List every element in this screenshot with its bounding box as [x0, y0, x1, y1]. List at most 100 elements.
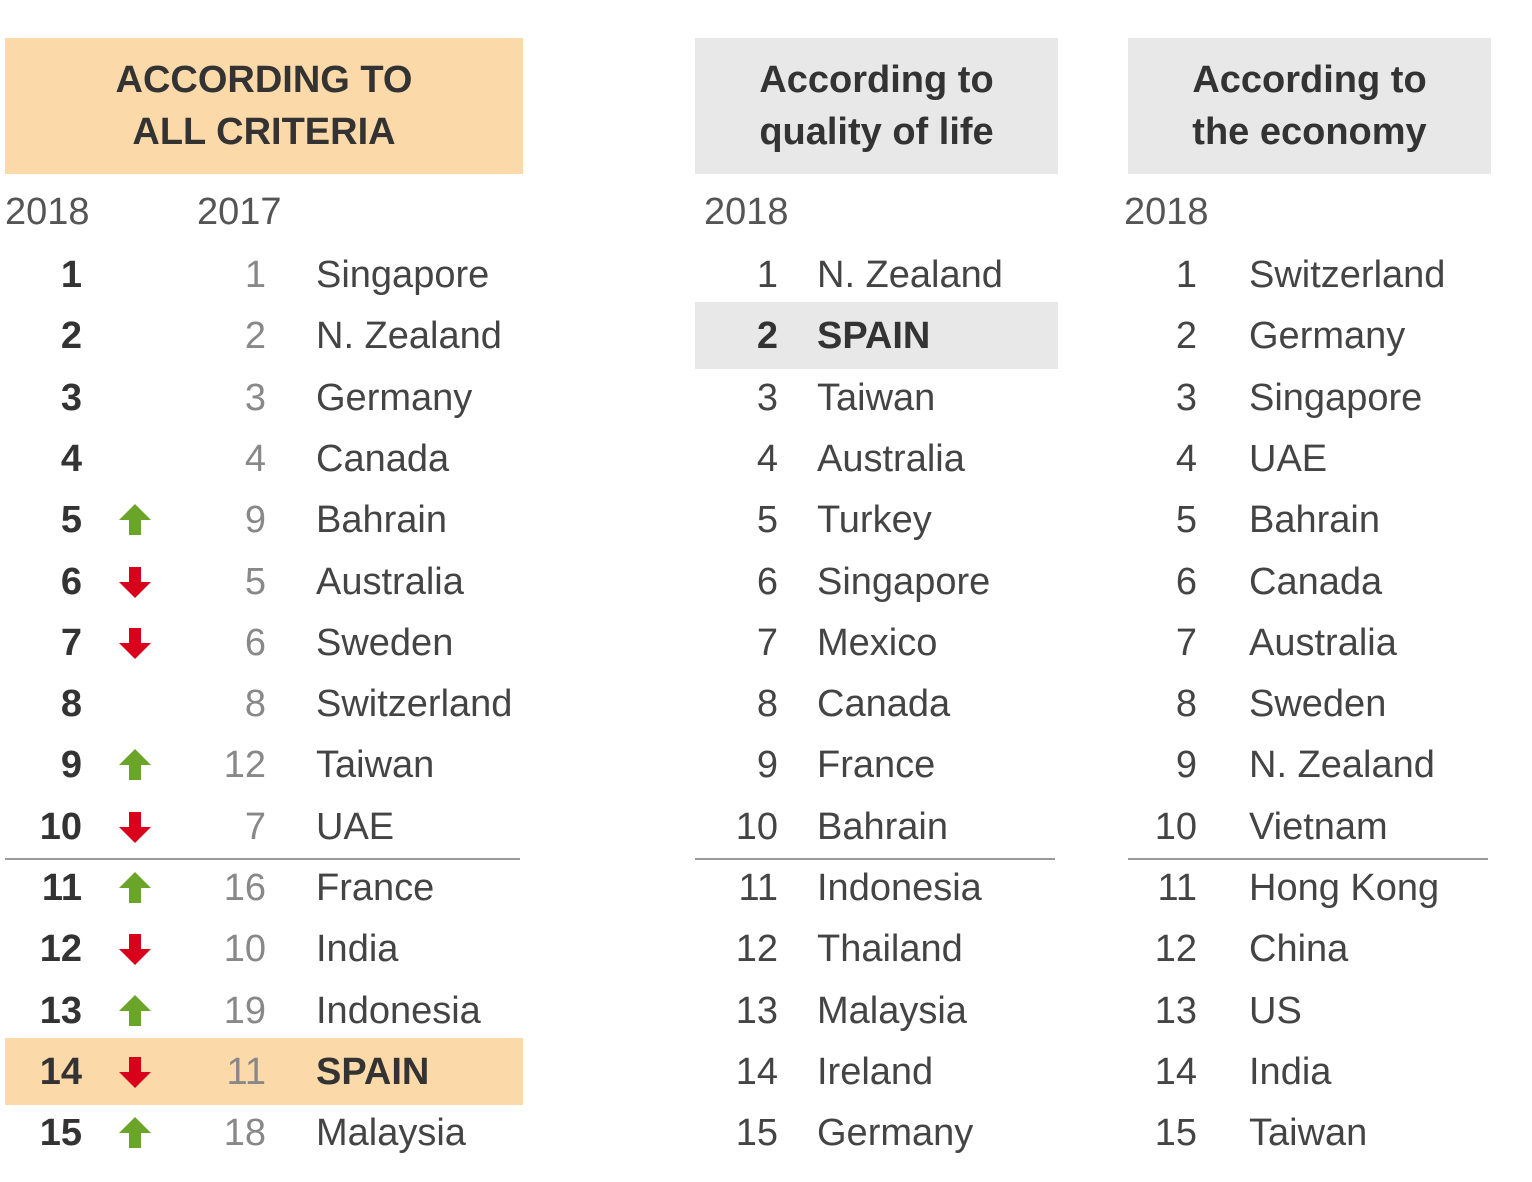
rank: 6: [756, 560, 778, 603]
rank: 3: [60, 376, 82, 419]
rank: 4: [1175, 437, 1197, 480]
country: Switzerland: [1249, 254, 1446, 296]
country: India: [316, 928, 399, 971]
arrow-shape: [119, 811, 151, 843]
country: Canada: [316, 437, 450, 480]
rank: 9: [1175, 744, 1197, 787]
rank: 11: [41, 867, 82, 909]
rank: 13: [1154, 989, 1197, 1032]
country: Australia: [817, 437, 965, 480]
country: Canada: [817, 683, 951, 726]
trend-arrow-down: [119, 934, 151, 966]
rank: 12: [735, 928, 778, 971]
country: Switzerland: [316, 683, 513, 726]
rank: 8: [1175, 683, 1197, 726]
country: Turkey: [817, 499, 932, 542]
country: Australia: [316, 560, 464, 603]
trend-arrow-up: [119, 1117, 151, 1149]
country: Sweden: [316, 621, 454, 664]
separator: [1128, 858, 1488, 860]
country: SPAIN: [316, 1050, 430, 1093]
rank: 13: [39, 989, 82, 1032]
trend-arrow-down: [119, 811, 151, 843]
previous-rank: 9: [244, 499, 266, 542]
rank: 2: [1175, 315, 1197, 358]
year-label: 2018: [5, 191, 90, 233]
previous-rank: 12: [223, 744, 266, 787]
country: N. Zealand: [1249, 744, 1435, 787]
trend-arrow-up: [119, 504, 151, 536]
previous-rank: 10: [223, 928, 266, 971]
trend-arrow-down: [119, 566, 151, 598]
rank: 7: [60, 621, 82, 664]
header-line: According to: [1192, 59, 1427, 101]
country: Taiwan: [316, 744, 435, 787]
rank: 2: [756, 315, 778, 358]
arrow-shape: [119, 994, 151, 1026]
trend-arrow-up: [119, 749, 151, 781]
country: Canada: [1249, 560, 1383, 603]
arrow-shape: [119, 872, 151, 903]
rank: 4: [60, 437, 82, 480]
year-label: 2018: [704, 191, 789, 233]
country: UAE: [1249, 437, 1328, 480]
arrow-shape: [119, 934, 151, 966]
rank: 12: [1154, 928, 1197, 971]
previous-rank: 19: [223, 989, 266, 1032]
arrow-shape: [119, 749, 151, 781]
rank: 11: [738, 867, 778, 909]
country: France: [817, 744, 936, 787]
rank: 11: [1157, 867, 1197, 909]
country: Ireland: [817, 1050, 934, 1093]
country: Germany: [817, 1112, 974, 1155]
country: Bahrain: [817, 805, 948, 848]
country: Australia: [1249, 621, 1397, 664]
country: Malaysia: [817, 989, 967, 1032]
rank: 4: [756, 437, 778, 480]
header: ACCORDING TO ALL CRITERIA: [5, 38, 523, 174]
previous-rank: 2: [244, 315, 266, 358]
country: Germany: [1249, 315, 1406, 358]
country: Bahrain: [316, 499, 447, 542]
arrow-shape: [119, 566, 151, 598]
separator: [695, 858, 1055, 860]
previous-rank: 4: [244, 437, 266, 480]
previous-rank: 11: [226, 1050, 266, 1093]
rank: 3: [1175, 376, 1197, 419]
header: According to quality of life: [695, 38, 1058, 174]
rank: 14: [1154, 1050, 1197, 1093]
rank: 10: [1154, 805, 1197, 848]
previous-rank: 1: [244, 254, 266, 296]
rank: 14: [735, 1050, 778, 1093]
header-line: ACCORDING TO: [115, 59, 413, 101]
arrow-shape: [119, 627, 151, 659]
country: India: [1249, 1050, 1332, 1093]
rank: 8: [756, 683, 778, 726]
year-label: 2018: [1124, 191, 1209, 233]
rank: 15: [735, 1112, 778, 1155]
rank: 13: [735, 989, 778, 1032]
rank: 1: [60, 254, 82, 296]
rank: 2: [60, 315, 82, 358]
country: UAE: [316, 805, 395, 848]
previous-rank: 16: [223, 867, 266, 909]
previous-rank: 18: [223, 1112, 266, 1155]
rank: 5: [60, 499, 82, 542]
previous-rank: 5: [244, 560, 266, 603]
arrow-shape: [119, 1117, 151, 1149]
rank: 7: [1175, 621, 1197, 664]
previous-rank: 7: [244, 805, 266, 848]
country: Singapore: [1249, 376, 1423, 419]
previous-rank: 8: [244, 683, 266, 726]
highlight-row: [695, 302, 1058, 370]
separator: [5, 858, 520, 860]
previous-rank: 3: [244, 376, 266, 419]
country: Singapore: [316, 254, 490, 296]
header-line: According to: [759, 59, 994, 101]
country: N. Zealand: [817, 254, 1003, 296]
rank: 5: [756, 499, 778, 542]
rank: 8: [60, 683, 82, 726]
header-line: ALL CRITERIA: [132, 111, 396, 153]
rank: 9: [756, 744, 778, 787]
